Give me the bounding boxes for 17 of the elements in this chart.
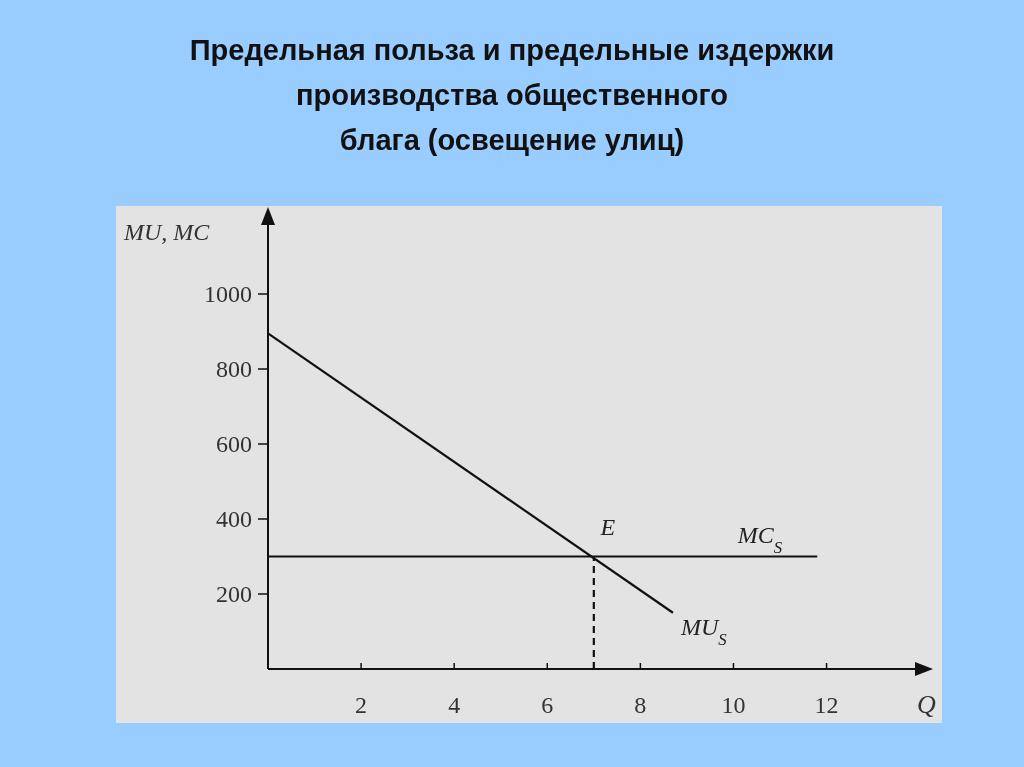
x-tick-label: 6 xyxy=(541,692,554,718)
x-axis-title: Q xyxy=(917,690,936,719)
y-tick-label: 1000 xyxy=(204,281,252,307)
y-axis-title: MU, MC xyxy=(123,219,211,245)
y-tick-label: 200 xyxy=(216,581,252,607)
annotation: E xyxy=(599,513,616,540)
series-label: MU$_{S}$ xyxy=(679,613,728,649)
y-tick-label: 600 xyxy=(216,431,252,457)
chart-title: Предельная польза и предельные издержки производства общественного блага (освещение улиц) xyxy=(189,34,835,156)
x-tick-label: 4 xyxy=(448,692,461,718)
y-tick-label: 400 xyxy=(216,506,252,532)
x-tick-label: 8 xyxy=(634,692,647,718)
x-tick-label: 12 xyxy=(814,692,839,718)
x-tick-label: 10 xyxy=(721,692,746,718)
x-tick-label: 2 xyxy=(355,692,368,718)
series-label: MC$_{S}$ xyxy=(736,521,783,556)
y-tick-label: 800 xyxy=(216,356,252,382)
